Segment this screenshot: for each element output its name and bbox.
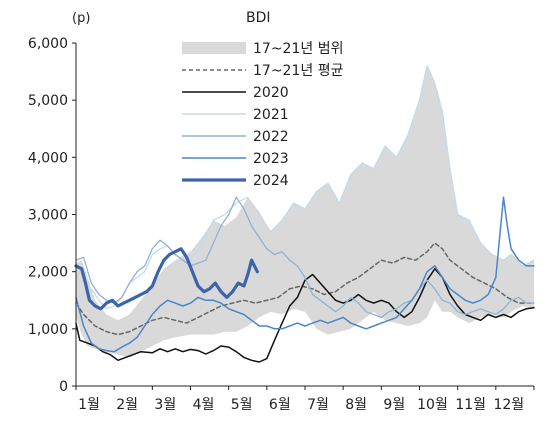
x-tick-label: 2월 [116, 397, 138, 413]
series-line-5 [74, 247, 259, 311]
series-line-4 [75, 196, 535, 353]
x-tick-label: 12월 [493, 397, 524, 413]
x-tick-label: 6월 [269, 397, 291, 413]
legend-label: 2024 [253, 173, 289, 189]
y-tick-label: 5,000 [28, 93, 68, 109]
plot-area [74, 65, 535, 363]
series-line-3 [75, 196, 535, 319]
x-tick-label: 8월 [345, 397, 367, 413]
y-tick-label: 3,000 [28, 208, 68, 224]
y-tick-label: 1,000 [28, 322, 68, 338]
y-tick-label: 6,000 [28, 36, 68, 52]
x-tick-label: 1월 [78, 397, 100, 413]
y-unit-label: (p) [72, 11, 90, 26]
series-line-1 [75, 268, 535, 363]
y-tick-label: 4,000 [28, 150, 68, 166]
x-tick-label: 3월 [154, 397, 176, 413]
chart-title: BDI [246, 10, 271, 26]
legend-label: 2021 [253, 107, 289, 123]
x-tick-label: 5월 [231, 397, 253, 413]
legend: 17~21년 범위 17~21년 평균 2020 2021 2022 2023 2024 [182, 41, 344, 189]
y-tick-label: 2,000 [28, 265, 68, 281]
legend-swatch [182, 42, 246, 54]
legend-label: 2022 [253, 129, 289, 145]
x-tick-label: 7월 [307, 397, 329, 413]
y-tick-label: 0 [59, 379, 68, 395]
range-band [76, 65, 534, 358]
axes: 0 1,000 2,000 3,000 4,000 5,000 6,000 1월 2월 3월 4월 5… [28, 36, 535, 413]
legend-label: 17~21년 범위 [253, 41, 343, 57]
x-tick-label: 9월 [383, 397, 405, 413]
legend-label: 2023 [253, 151, 289, 167]
x-tick-label: 4월 [193, 397, 215, 413]
legend-label: 17~21년 평균 [253, 63, 344, 79]
legend-label: 2020 [253, 85, 289, 101]
x-tick-label: 10월 [417, 397, 448, 413]
x-tick-label: 11월 [455, 397, 486, 413]
series-line-2 [75, 65, 535, 310]
series-line-0 [75, 242, 535, 336]
